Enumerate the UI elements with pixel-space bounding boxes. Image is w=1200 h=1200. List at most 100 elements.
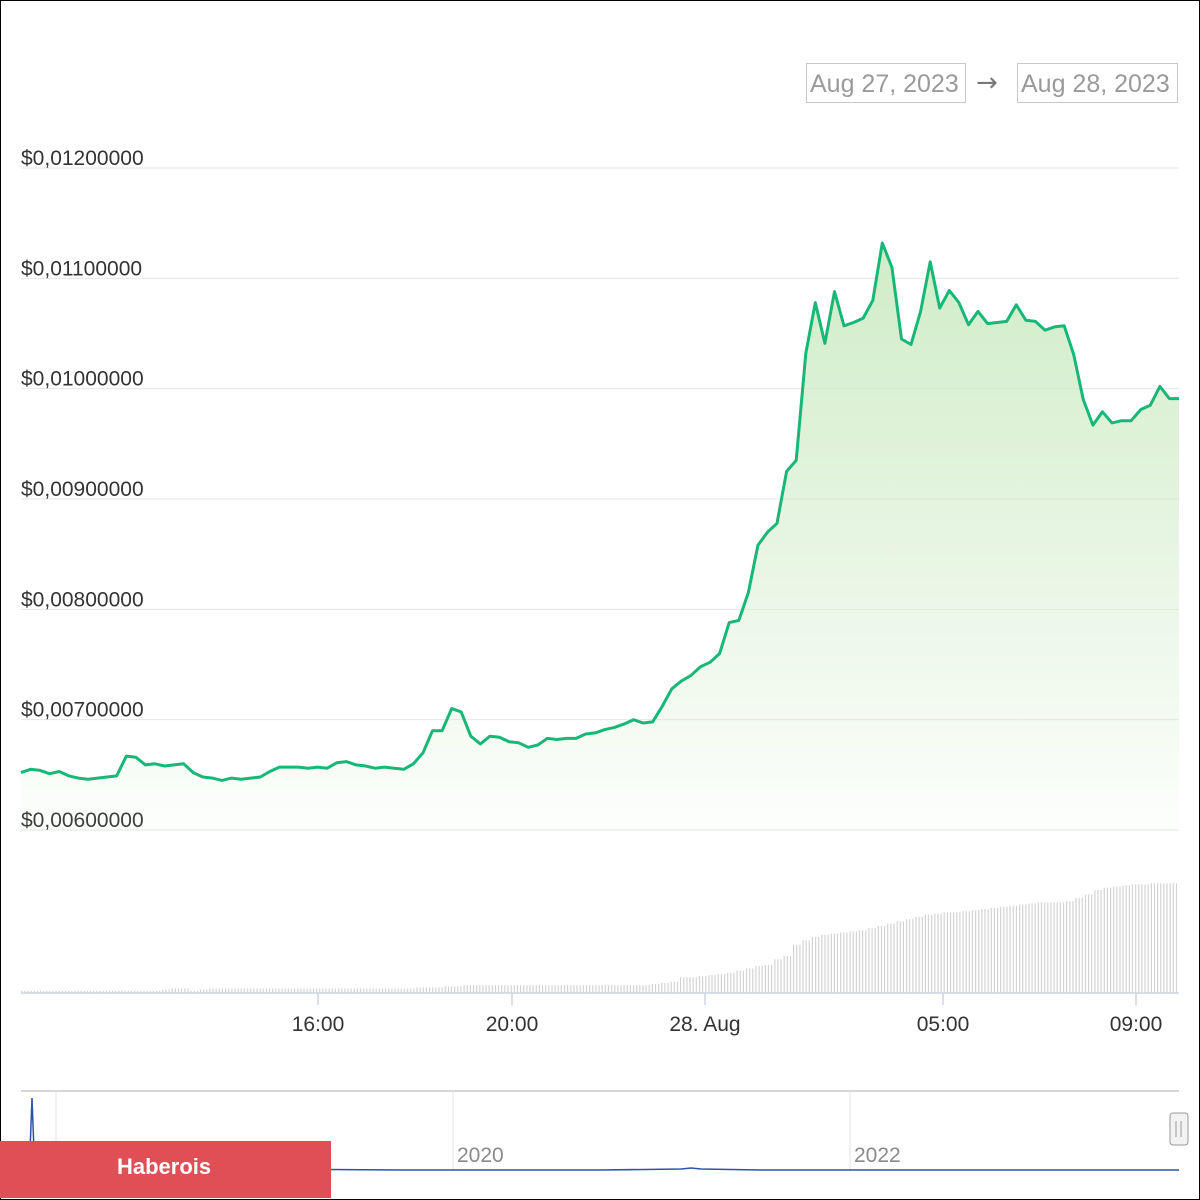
- volume-bar: [1128, 885, 1130, 993]
- volume-bar: [146, 990, 148, 993]
- volume-bar: [526, 985, 528, 993]
- volume-bar: [388, 988, 390, 993]
- y-tick-label: $0,00900000: [21, 478, 144, 501]
- volume-bar: [177, 988, 180, 993]
- volume-bar: [510, 985, 512, 993]
- volume-bar: [962, 911, 964, 993]
- volume-bar: [450, 986, 453, 993]
- volume-bar: [871, 928, 873, 993]
- volume-bar: [1053, 902, 1055, 993]
- volume-bar: [915, 916, 917, 993]
- volume-bar: [720, 974, 722, 993]
- volume-bar: [1072, 901, 1074, 993]
- volume-bar: [152, 990, 154, 993]
- volume-bar: [984, 909, 986, 993]
- navigator-handle: [1169, 1112, 1189, 1146]
- volume-bar: [824, 934, 826, 993]
- volume-bar: [1147, 884, 1149, 993]
- volume-bar: [316, 988, 318, 993]
- volume-bar: [1000, 906, 1002, 993]
- volume-bar: [855, 931, 857, 993]
- volume-bar: [654, 984, 657, 993]
- date-to-input[interactable]: Aug 28, 2023: [1017, 63, 1178, 103]
- volume-bar: [1110, 887, 1112, 993]
- volume-bar: [231, 988, 233, 993]
- volume-bar: [978, 910, 980, 993]
- date-from-input[interactable]: Aug 27, 2023: [806, 63, 966, 103]
- volume-bar: [604, 985, 606, 993]
- volume-bar: [507, 985, 509, 993]
- volume-bar: [108, 990, 111, 993]
- volume-bar: [727, 972, 729, 993]
- volume-bar: [551, 985, 553, 993]
- volume-bar: [987, 909, 989, 993]
- volume-bar: [190, 990, 192, 993]
- volume-bar: [1037, 902, 1039, 993]
- volume-bar: [469, 985, 471, 993]
- volume-bar: [256, 988, 258, 993]
- volume-bar: [626, 985, 628, 993]
- volume-bar: [338, 988, 340, 993]
- volume-bar: [582, 985, 584, 993]
- volume-bar: [617, 985, 619, 993]
- volume-bar: [959, 912, 961, 993]
- volume-bar: [68, 990, 70, 993]
- x-tick-label: 09:00: [1110, 1013, 1163, 1036]
- volume-bar: [833, 933, 835, 993]
- volume-bar: [162, 989, 164, 993]
- volume-bar: [71, 990, 73, 993]
- y-tick-label: $0,00800000: [21, 588, 144, 611]
- volume-bar: [937, 913, 939, 993]
- volume-bar: [397, 988, 399, 993]
- volume-bar: [924, 914, 926, 993]
- volume-bar: [570, 985, 572, 993]
- volume-bar: [742, 970, 744, 993]
- volume-bar: [155, 990, 158, 993]
- volume-bar: [724, 974, 726, 993]
- volume-bar: [755, 966, 757, 993]
- volume-bar: [1028, 903, 1030, 993]
- volume-bar: [554, 985, 556, 993]
- volume-bar: [1012, 905, 1014, 993]
- volume-bar: [435, 987, 437, 993]
- volume-bar: [789, 956, 792, 993]
- volume-bar: [576, 985, 578, 993]
- volume-bar: [601, 985, 603, 993]
- volume-bar: [209, 988, 211, 993]
- volume-bar: [432, 987, 434, 993]
- volume-bar: [303, 988, 305, 993]
- volume-bar: [140, 990, 142, 993]
- volume-bar: [1175, 883, 1178, 993]
- volume-bar: [1081, 897, 1083, 993]
- volume-bar: [319, 988, 321, 993]
- volume-bar: [341, 988, 343, 993]
- volume-bar: [30, 990, 32, 993]
- volume-bar: [312, 988, 315, 993]
- volume-bar: [1150, 883, 1152, 993]
- volume-bar: [290, 988, 293, 993]
- volume-bar: [1097, 890, 1099, 993]
- volume-bar: [598, 985, 600, 993]
- volume-bar: [422, 987, 424, 993]
- volume-bar: [90, 990, 92, 993]
- volume-bar: [1066, 901, 1068, 993]
- volume-bar: [55, 990, 57, 993]
- volume-bar: [115, 990, 117, 993]
- volume-bar: [997, 907, 999, 993]
- volume-bar: [717, 974, 719, 993]
- volume-bar: [1125, 885, 1127, 993]
- volume-bar: [425, 987, 427, 993]
- volume-bar: [811, 937, 813, 993]
- volume-bar: [708, 975, 710, 993]
- volume-bar: [548, 985, 550, 993]
- volume-bar: [651, 984, 653, 993]
- volume-bar: [39, 990, 41, 993]
- volume-bar: [953, 912, 955, 993]
- volume-bar: [52, 990, 54, 993]
- volume-bar: [513, 985, 515, 993]
- volume-bar: [902, 921, 904, 993]
- volume-bar: [793, 944, 795, 993]
- x-tick-label: 20:00: [486, 1013, 539, 1036]
- volume-bar: [193, 990, 195, 993]
